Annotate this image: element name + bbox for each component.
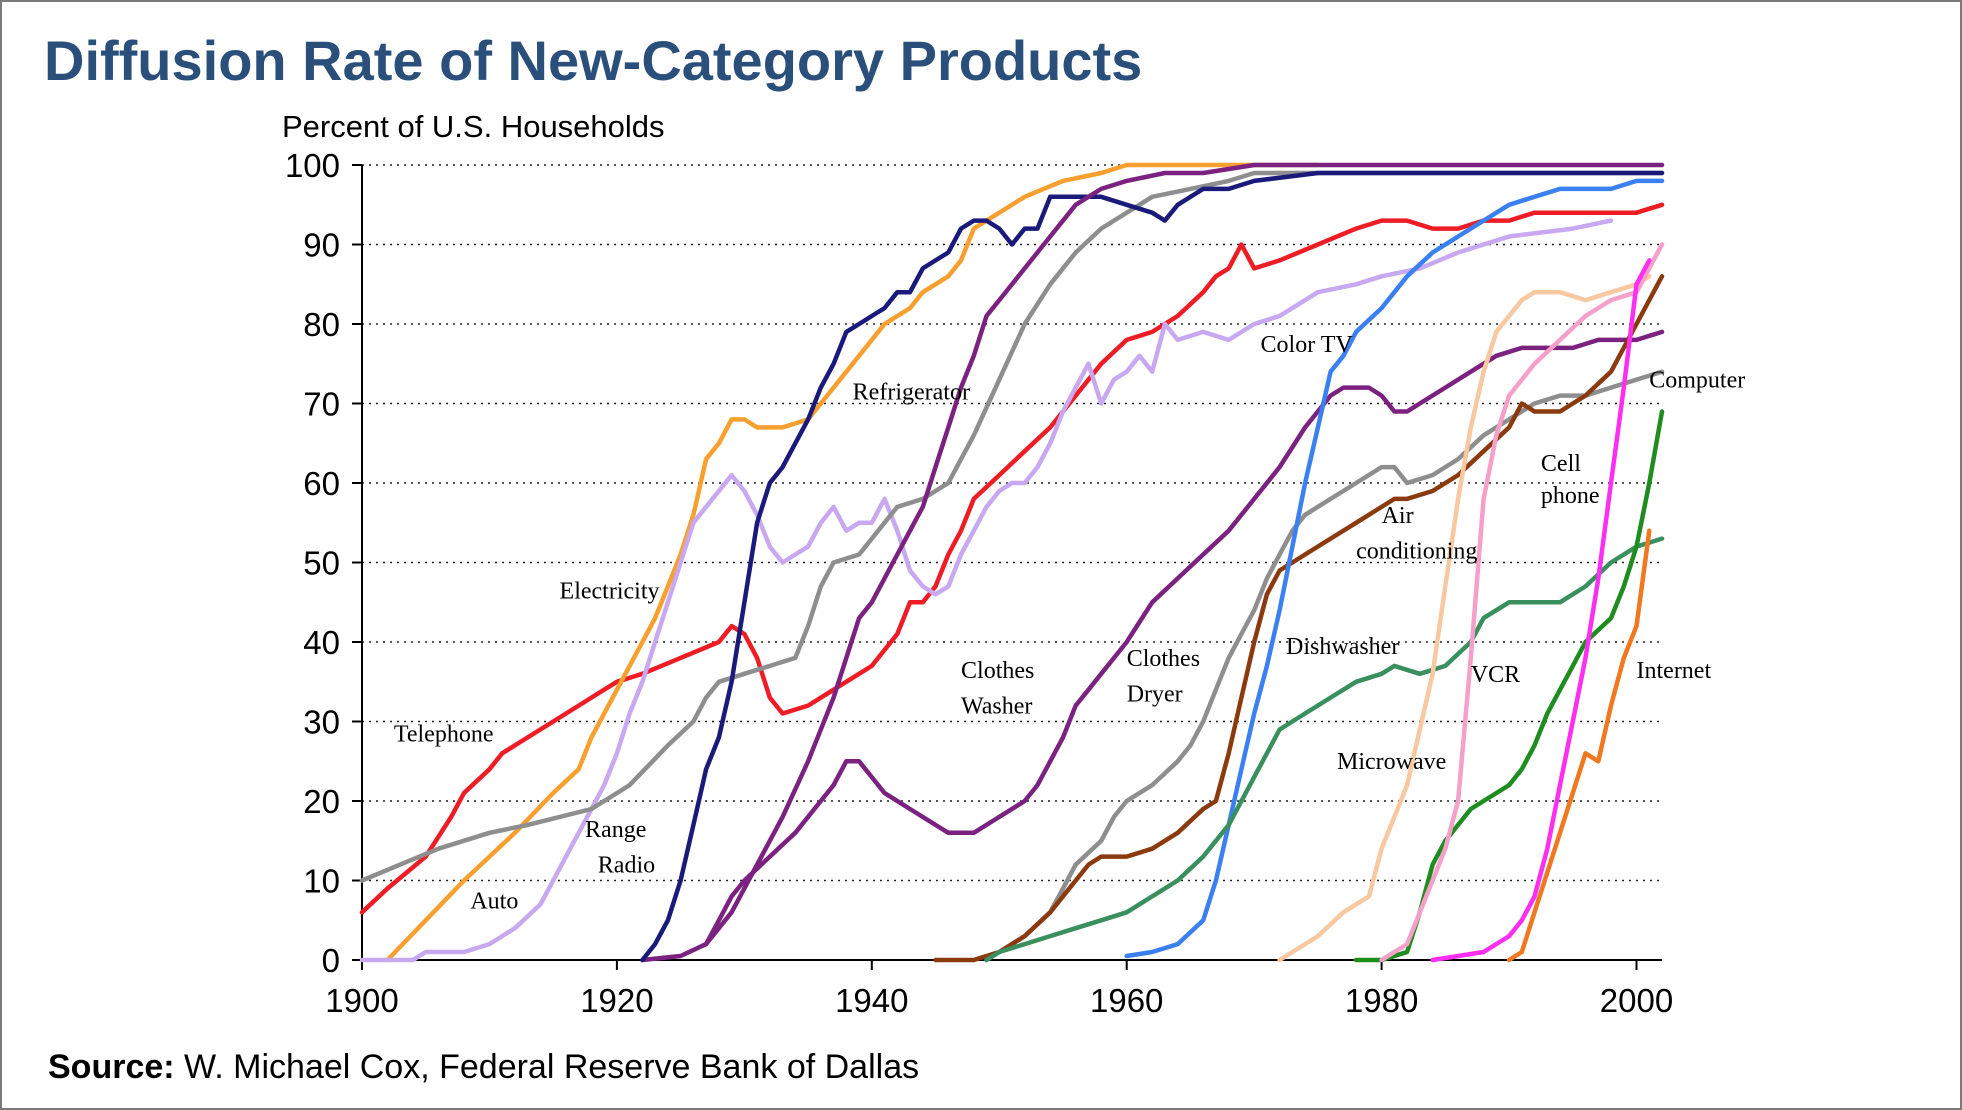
series-line-clothes-washer: [703, 162, 1665, 947]
series-line-electricity: [385, 162, 1321, 963]
series-label-washer-7: Washer: [961, 694, 1032, 720]
source-note: Source: W. Michael Cox, Federal Reserve …: [48, 1048, 919, 1087]
y-tick-label-10: 10: [303, 863, 340, 900]
y-tick-label-30: 30: [303, 704, 340, 741]
y-axis-label: Percent of U.S. Households: [282, 109, 665, 144]
series-label-clothes-6: Clothes: [961, 658, 1034, 684]
series-label-computer-18: Computer: [1649, 368, 1745, 394]
series-line-telephone: [359, 202, 1665, 915]
y-tick-label-60: 60: [303, 465, 340, 502]
series-label-microwave-14: Microwave: [1337, 749, 1446, 775]
series-label-cell-16: Cell: [1541, 451, 1581, 477]
x-tick-label-1980: 1980: [1345, 982, 1418, 1019]
series-label-auto-4: Auto: [470, 888, 518, 914]
y-tick-label-40: 40: [303, 624, 340, 661]
x-tick-label-2000: 2000: [1600, 982, 1673, 1019]
y-tick-label-100: 100: [285, 147, 340, 184]
series-label-range-2: Range: [585, 817, 646, 843]
y-tick-label-50: 50: [303, 545, 340, 582]
series-label-electricity-1: Electricity: [560, 578, 660, 604]
series-line-color-tv: [1124, 178, 1665, 959]
series-label-vcr-15: VCR: [1471, 662, 1520, 688]
x-tick-label-1960: 1960: [1090, 982, 1163, 1019]
series-label-air-11: Air: [1382, 503, 1414, 529]
series-line-air-conditioning: [933, 274, 1665, 963]
series-label-color-tv-10: Color TV: [1261, 332, 1354, 358]
series-label-dryer-9: Dryer: [1127, 682, 1183, 708]
series-label-clothes-8: Clothes: [1127, 646, 1200, 672]
y-tick-label-70: 70: [303, 386, 340, 423]
y-tick-label-80: 80: [303, 306, 340, 343]
series-label-internet-19: Internet: [1637, 658, 1712, 684]
series-label-telephone-0: Telephone: [394, 721, 494, 747]
series-label-refrigerator-5: Refrigerator: [853, 380, 970, 406]
series-label-conditioning-12: conditioning: [1356, 539, 1477, 565]
series-line-refrigerator: [640, 170, 1665, 963]
series-label-dishwasher-13: Dishwasher: [1286, 634, 1399, 660]
source-text: W. Michael Cox, Federal Reserve Bank of …: [174, 1048, 920, 1086]
y-tick-label-20: 20: [303, 783, 340, 820]
chart-title: Diffusion Rate of New-Category Products: [44, 29, 1143, 92]
x-tick-label-1900: 1900: [325, 982, 398, 1019]
series-line-auto: [359, 218, 1614, 963]
series-label-phone-17: phone: [1541, 483, 1600, 509]
series-label-radio-3: Radio: [598, 853, 655, 879]
series-line-cell-phone: [1379, 242, 1665, 963]
source-label: Source:: [48, 1048, 175, 1086]
y-tick-label-90: 90: [303, 227, 340, 264]
series-line-vcr: [1277, 274, 1652, 963]
series-line-range: [359, 170, 1665, 883]
x-tick-label-1940: 1940: [835, 982, 908, 1019]
series-line-computer: [1430, 258, 1652, 963]
series-line-dishwasher: [984, 536, 1665, 963]
y-tick-label-0: 0: [322, 942, 340, 979]
x-tick-label-1920: 1920: [580, 982, 653, 1019]
series-line-radio: [640, 329, 1665, 963]
series-line-internet: [1506, 528, 1652, 963]
